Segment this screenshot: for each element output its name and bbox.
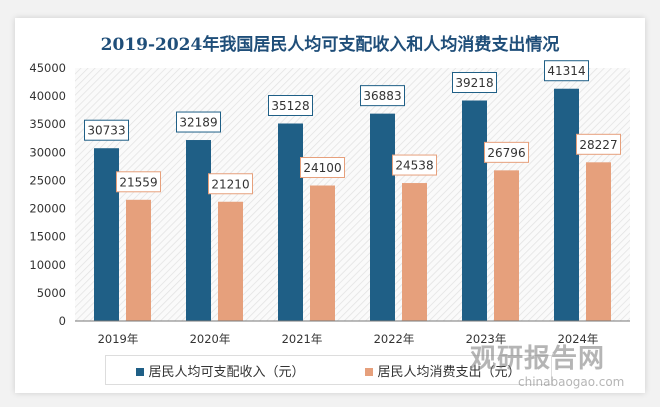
y-tick-label: 45000 xyxy=(29,61,66,75)
bar-income xyxy=(462,100,487,321)
data-label: 41314 xyxy=(547,64,585,78)
bar-spending xyxy=(494,170,519,321)
bar-spending xyxy=(586,162,611,321)
bar-income xyxy=(186,140,211,321)
bar-income xyxy=(278,123,303,321)
data-label: 35128 xyxy=(271,99,309,113)
bar-income xyxy=(94,148,119,321)
data-label-box xyxy=(544,60,589,82)
data-label: 24538 xyxy=(395,159,433,173)
x-tick-label: 2020年 xyxy=(190,332,231,346)
data-label: 30733 xyxy=(87,124,125,138)
x-tick-label: 2021年 xyxy=(282,332,323,346)
legend: 居民人均可支配收入（元） 居民人均消费支出（元） xyxy=(105,355,552,385)
y-tick-label: 25000 xyxy=(29,173,66,187)
data-label-box xyxy=(268,95,313,117)
x-tick-label: 2019年 xyxy=(98,332,139,346)
plot-area xyxy=(75,68,630,321)
y-tick-label: 10000 xyxy=(29,258,66,272)
bar-spending xyxy=(218,201,243,321)
data-label-box xyxy=(484,141,529,163)
legend-item-income: 居民人均可支配收入（元） xyxy=(136,361,305,380)
data-label: 39218 xyxy=(455,76,493,90)
data-label-box xyxy=(116,171,161,193)
y-tick-label: 0 xyxy=(59,314,66,328)
x-tick-label: 2023年 xyxy=(466,332,507,346)
bar-income xyxy=(370,113,395,321)
y-tick-label: 40000 xyxy=(29,89,66,103)
data-label: 26796 xyxy=(487,146,525,160)
data-label-box xyxy=(452,72,497,94)
y-tick-label: 30000 xyxy=(29,145,66,159)
data-label-box xyxy=(176,111,221,133)
y-tick-label: 20000 xyxy=(29,202,66,216)
bar-spending xyxy=(126,199,151,321)
bar-income xyxy=(554,88,579,321)
y-tick-label: 5000 xyxy=(37,286,66,300)
watermark-logo: 观研报告网 chinabaogao.com xyxy=(470,344,625,389)
data-label: 28227 xyxy=(579,138,617,152)
y-tick-label: 15000 xyxy=(29,230,66,244)
data-label-box xyxy=(360,85,405,107)
data-label-box xyxy=(208,173,253,195)
legend-swatch-spending xyxy=(365,367,374,376)
x-tick-label: 2024年 xyxy=(558,332,599,346)
chart-title: 2019-2024年我国居民人均可支配收入和人均消费支出情况 xyxy=(100,35,560,55)
legend-swatch-income xyxy=(136,367,145,376)
data-label: 21559 xyxy=(119,175,157,189)
bar-spending xyxy=(402,183,427,321)
data-label-box xyxy=(300,157,345,179)
bar-spending xyxy=(310,185,335,321)
data-label-box xyxy=(84,119,129,141)
data-label: 24100 xyxy=(303,161,341,175)
data-label: 21210 xyxy=(211,177,249,191)
data-label-box xyxy=(392,154,437,176)
legend-item-spending: 居民人均消费支出（元） xyxy=(365,361,521,380)
y-tick-label: 35000 xyxy=(29,117,66,131)
data-label-box xyxy=(576,133,621,155)
data-label: 32189 xyxy=(179,116,217,130)
data-label: 36883 xyxy=(363,89,401,103)
x-tick-label: 2022年 xyxy=(374,332,415,346)
